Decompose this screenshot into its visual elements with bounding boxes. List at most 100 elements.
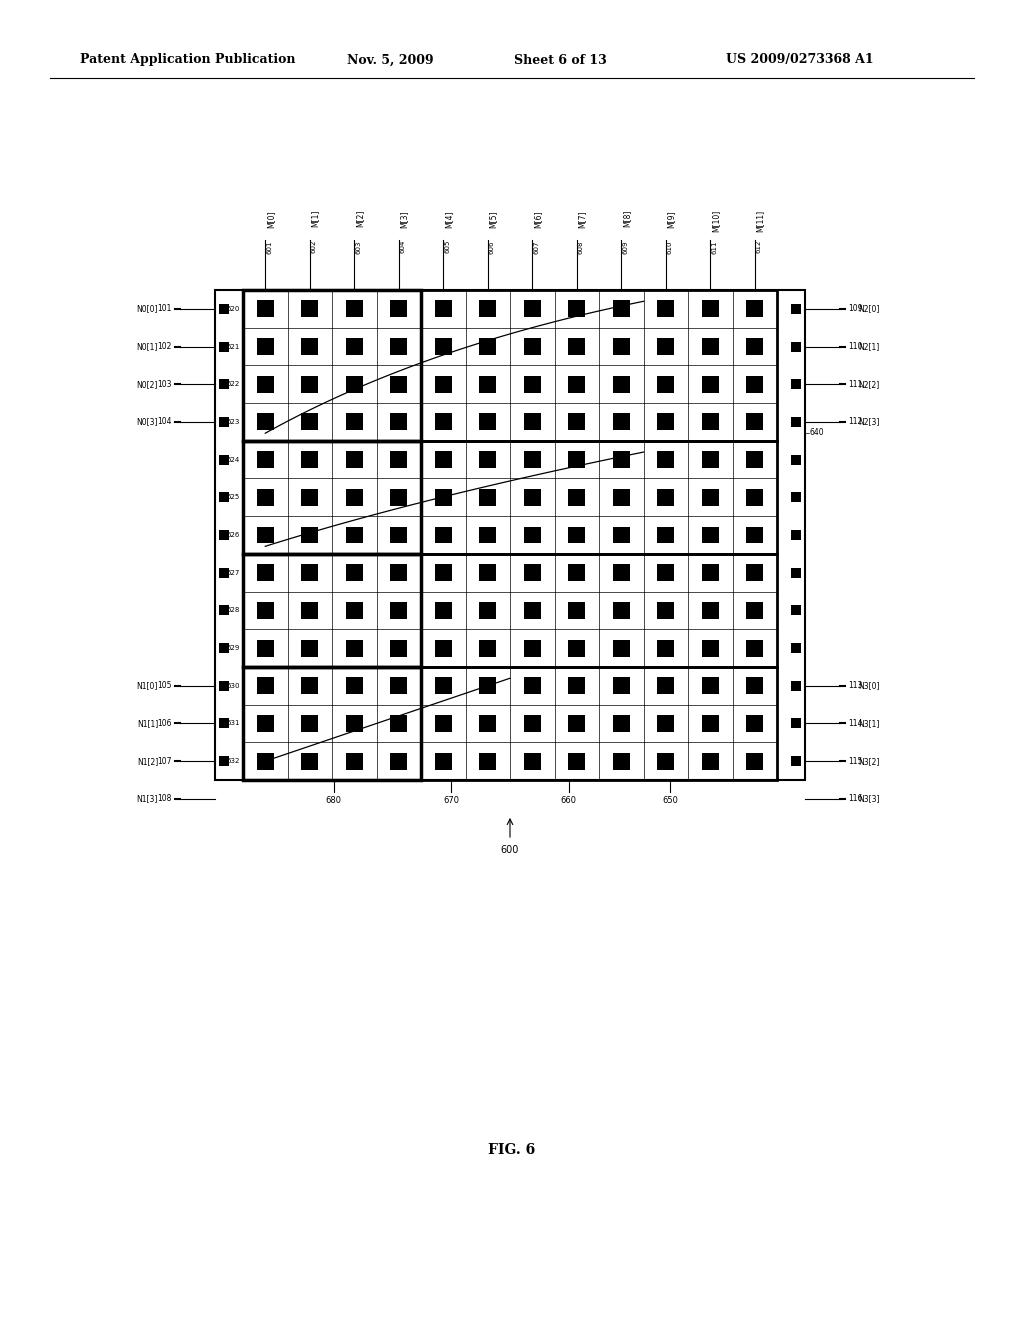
Bar bbox=[524, 413, 541, 430]
Bar bbox=[346, 715, 362, 731]
Bar bbox=[701, 715, 719, 731]
Bar bbox=[346, 527, 362, 544]
Text: 608: 608 bbox=[578, 240, 584, 253]
Bar bbox=[612, 564, 630, 581]
Text: 612: 612 bbox=[756, 240, 762, 253]
Bar bbox=[257, 338, 273, 355]
Text: M[7]: M[7] bbox=[578, 210, 587, 227]
Bar bbox=[524, 564, 541, 581]
Bar bbox=[479, 527, 497, 544]
Text: 629: 629 bbox=[226, 645, 240, 651]
Bar bbox=[746, 413, 763, 430]
Bar bbox=[435, 564, 452, 581]
Text: 609: 609 bbox=[623, 240, 629, 253]
Text: 680: 680 bbox=[326, 796, 342, 805]
Bar bbox=[257, 451, 273, 469]
Bar bbox=[435, 413, 452, 430]
Text: 650: 650 bbox=[663, 796, 678, 805]
Bar bbox=[219, 379, 229, 389]
Text: 630: 630 bbox=[226, 682, 240, 689]
Bar bbox=[243, 554, 421, 667]
Bar bbox=[479, 602, 497, 619]
Text: 623: 623 bbox=[226, 418, 240, 425]
Bar bbox=[746, 564, 763, 581]
Bar bbox=[791, 379, 801, 389]
Bar bbox=[257, 413, 273, 430]
Bar bbox=[568, 527, 585, 544]
Bar bbox=[243, 290, 777, 441]
Bar bbox=[791, 492, 801, 503]
Bar bbox=[791, 643, 801, 653]
Text: M[9]: M[9] bbox=[667, 210, 676, 227]
Text: 627: 627 bbox=[226, 570, 240, 576]
Bar bbox=[568, 301, 585, 317]
Bar bbox=[524, 376, 541, 392]
Text: N2[0]: N2[0] bbox=[858, 305, 880, 313]
Bar bbox=[791, 606, 801, 615]
Text: N1[2]: N1[2] bbox=[137, 756, 158, 766]
Bar bbox=[568, 715, 585, 731]
Text: N3[1]: N3[1] bbox=[858, 719, 880, 727]
Bar bbox=[701, 527, 719, 544]
Bar bbox=[301, 488, 318, 506]
Bar bbox=[791, 718, 801, 729]
Bar bbox=[479, 376, 497, 392]
Text: N1[3]: N1[3] bbox=[136, 795, 158, 804]
Bar bbox=[791, 568, 801, 578]
Text: 114: 114 bbox=[848, 719, 862, 727]
Bar bbox=[657, 527, 674, 544]
Bar bbox=[257, 488, 273, 506]
Bar bbox=[301, 602, 318, 619]
Text: M[6]: M[6] bbox=[534, 210, 543, 227]
Bar bbox=[791, 454, 801, 465]
Text: 670: 670 bbox=[443, 796, 459, 805]
Bar bbox=[257, 301, 273, 317]
Bar bbox=[568, 451, 585, 469]
Bar bbox=[701, 677, 719, 694]
Bar bbox=[346, 451, 362, 469]
Bar bbox=[657, 677, 674, 694]
Bar bbox=[390, 488, 408, 506]
Bar bbox=[219, 342, 229, 351]
Text: 607: 607 bbox=[534, 240, 540, 253]
Bar bbox=[301, 451, 318, 469]
Text: 631: 631 bbox=[226, 721, 240, 726]
Text: 112: 112 bbox=[848, 417, 862, 426]
Bar bbox=[612, 752, 630, 770]
Text: N2[1]: N2[1] bbox=[858, 342, 880, 351]
Bar bbox=[701, 752, 719, 770]
Bar bbox=[390, 413, 408, 430]
Bar bbox=[657, 488, 674, 506]
Bar bbox=[479, 338, 497, 355]
Bar bbox=[657, 376, 674, 392]
Text: 107: 107 bbox=[158, 756, 172, 766]
Text: N0[2]: N0[2] bbox=[136, 380, 158, 388]
Bar bbox=[479, 564, 497, 581]
Bar bbox=[346, 752, 362, 770]
Bar bbox=[346, 413, 362, 430]
Bar bbox=[612, 301, 630, 317]
Text: M[8]: M[8] bbox=[623, 210, 631, 227]
Bar bbox=[435, 451, 452, 469]
Text: 601: 601 bbox=[266, 240, 272, 253]
Text: 102: 102 bbox=[158, 342, 172, 351]
Bar bbox=[524, 640, 541, 656]
Text: 602: 602 bbox=[310, 240, 316, 253]
Text: 604: 604 bbox=[399, 240, 406, 253]
Text: 113: 113 bbox=[848, 681, 862, 690]
Text: M[10]: M[10] bbox=[712, 210, 720, 232]
Bar bbox=[390, 640, 408, 656]
Bar bbox=[524, 677, 541, 694]
Bar bbox=[612, 488, 630, 506]
Bar bbox=[301, 677, 318, 694]
Bar bbox=[568, 376, 585, 392]
Text: 632: 632 bbox=[226, 758, 240, 764]
Text: 620: 620 bbox=[226, 306, 240, 312]
Bar bbox=[390, 677, 408, 694]
Bar bbox=[701, 640, 719, 656]
Bar bbox=[435, 715, 452, 731]
Bar bbox=[479, 301, 497, 317]
Text: N0[3]: N0[3] bbox=[136, 417, 158, 426]
Bar bbox=[746, 488, 763, 506]
Bar bbox=[243, 554, 777, 667]
